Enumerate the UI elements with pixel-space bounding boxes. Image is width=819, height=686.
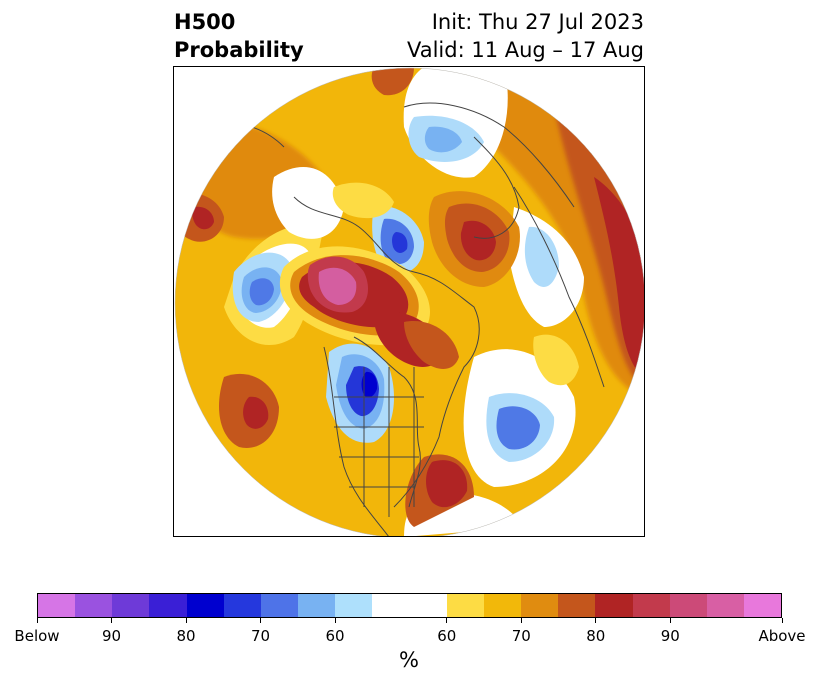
colorbar-tick (781, 618, 783, 623)
colorbar-tick (185, 618, 187, 623)
colorbar-segment (260, 594, 299, 617)
colorbar-tick-label: Below (14, 627, 60, 645)
colorbar-tick-label: 80 (586, 627, 606, 645)
colorbar-tick (111, 618, 112, 623)
init-time: Init: Thu 27 Jul 2023 (431, 10, 644, 34)
colorbar-tick-label: 70 (511, 627, 531, 645)
colorbar-tick-label: 80 (176, 627, 196, 645)
colorbar-segment (595, 594, 633, 617)
colorbar-segment (409, 594, 447, 617)
colorbar (37, 593, 782, 618)
colorbar-tick (520, 618, 522, 623)
colorbar-tick-label: 70 (250, 627, 271, 645)
colorbar-segment (446, 594, 484, 617)
colorbar-segment (483, 594, 522, 617)
colorbar-segment (298, 594, 336, 617)
title-right: Init: Thu 27 Jul 2023 Valid: 11 Aug – 17… (407, 8, 644, 64)
title-product: Probability (174, 38, 304, 62)
colorbar-tick (334, 618, 336, 623)
colorbar-segment (706, 594, 744, 617)
colorbar-segment (632, 594, 670, 617)
colorbar-unit: % (399, 648, 419, 672)
colorbar-segment (558, 594, 596, 617)
valid-period: Valid: 11 Aug – 17 Aug (406, 38, 644, 62)
colorbar-segment (335, 594, 373, 617)
colorbar-tick-label: Above (758, 627, 806, 645)
title-left: H500 Probability (174, 8, 304, 64)
probability-field (175, 68, 644, 536)
colorbar-segment (38, 594, 76, 617)
colorbar-segment (223, 594, 261, 617)
colorbar-segment (186, 594, 224, 617)
colorbar-tick (260, 618, 261, 623)
colorbar-tick (36, 618, 38, 623)
colorbar-segment (149, 594, 187, 617)
colorbar-tick-label: 90 (101, 627, 122, 645)
colorbar-tick (446, 618, 448, 623)
title-variable: H500 (174, 10, 236, 34)
colorbar-segment (669, 594, 707, 617)
colorbar-tick (595, 618, 597, 623)
colorbar-segment (112, 594, 150, 617)
probability-map (174, 67, 644, 536)
colorbar-segment (521, 594, 559, 617)
colorbar-tick-label: 60 (325, 627, 345, 645)
map-panel (173, 66, 645, 537)
colorbar-tick-label: 60 (437, 627, 457, 645)
colorbar-tick (669, 618, 671, 623)
colorbar-segment (75, 594, 113, 617)
colorbar-tick-label: 90 (660, 627, 680, 645)
coastlines (203, 86, 644, 536)
colorbar-segment (743, 594, 782, 617)
colorbar-segment (372, 594, 410, 617)
